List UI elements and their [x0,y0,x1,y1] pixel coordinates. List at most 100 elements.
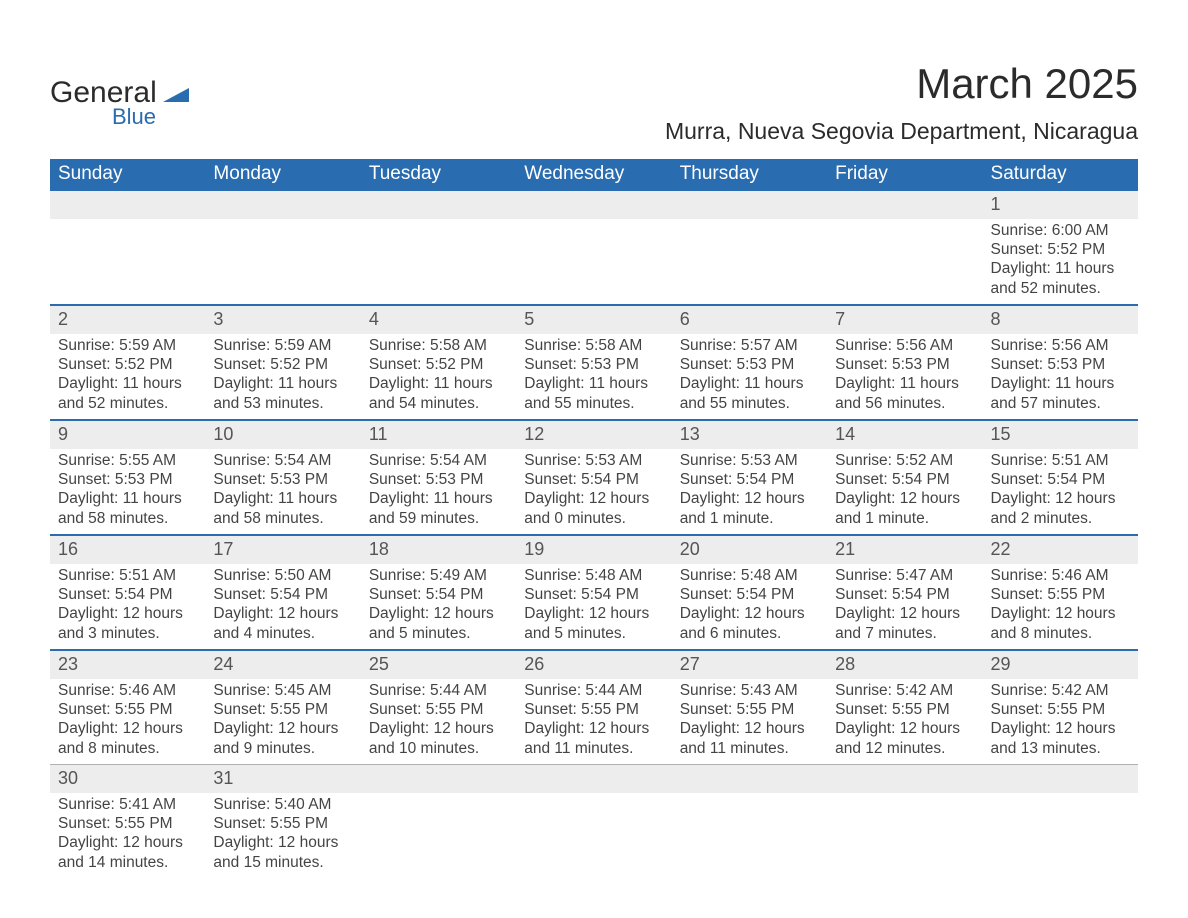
day-number-cell: 6 [672,305,827,334]
day-number-cell: 9 [50,420,205,449]
day-detail-cell: Sunrise: 5:40 AMSunset: 5:55 PMDaylight:… [205,793,360,879]
day1-text: Daylight: 12 hours [58,833,197,852]
day-number-cell: 10 [205,420,360,449]
day1-text: Daylight: 12 hours [58,604,197,623]
day-number-cell: 4 [361,305,516,334]
day-detail-cell: Sunrise: 5:46 AMSunset: 5:55 PMDaylight:… [50,679,205,765]
day2-text: and 57 minutes. [991,394,1130,413]
day2-text: and 55 minutes. [524,394,663,413]
day-detail-cell: Sunrise: 5:55 AMSunset: 5:53 PMDaylight:… [50,449,205,536]
sunset-text: Sunset: 5:55 PM [680,700,819,719]
day2-text: and 52 minutes. [58,394,197,413]
day-detail-row: Sunrise: 6:00 AMSunset: 5:52 PMDaylight:… [50,219,1138,306]
sunset-text: Sunset: 5:54 PM [680,470,819,489]
day1-text: Daylight: 12 hours [524,719,663,738]
day-number-cell: 20 [672,535,827,564]
sunrise-text: Sunrise: 5:43 AM [680,681,819,700]
day-detail-cell [361,219,516,306]
day2-text: and 54 minutes. [369,394,508,413]
day-number-row: 1 [50,191,1138,219]
day2-text: and 58 minutes. [58,509,197,528]
day-number-cell: 15 [983,420,1138,449]
day-detail-cell: Sunrise: 5:52 AMSunset: 5:54 PMDaylight:… [827,449,982,536]
day1-text: Daylight: 12 hours [58,719,197,738]
day-detail-cell [205,219,360,306]
day-detail-cell: Sunrise: 5:47 AMSunset: 5:54 PMDaylight:… [827,564,982,651]
sunset-text: Sunset: 5:54 PM [58,585,197,604]
weekday-header: Monday [205,159,360,191]
sunset-text: Sunset: 5:55 PM [369,700,508,719]
day2-text: and 58 minutes. [213,509,352,528]
sunset-text: Sunset: 5:55 PM [58,814,197,833]
day1-text: Daylight: 11 hours [991,374,1130,393]
day2-text: and 8 minutes. [58,739,197,758]
day-detail-cell: Sunrise: 5:56 AMSunset: 5:53 PMDaylight:… [983,334,1138,421]
day-number-cell [361,191,516,219]
weekday-header: Saturday [983,159,1138,191]
day-number-cell: 2 [50,305,205,334]
day2-text: and 14 minutes. [58,853,197,872]
sunrise-text: Sunrise: 5:48 AM [680,566,819,585]
day1-text: Daylight: 11 hours [213,489,352,508]
day1-text: Daylight: 11 hours [213,374,352,393]
sunset-text: Sunset: 5:55 PM [524,700,663,719]
day-detail-cell: Sunrise: 5:49 AMSunset: 5:54 PMDaylight:… [361,564,516,651]
day-detail-row: Sunrise: 5:59 AMSunset: 5:52 PMDaylight:… [50,334,1138,421]
day1-text: Daylight: 11 hours [680,374,819,393]
day-detail-cell: Sunrise: 5:58 AMSunset: 5:52 PMDaylight:… [361,334,516,421]
sunrise-text: Sunrise: 5:51 AM [991,451,1130,470]
day-number-row: 9101112131415 [50,420,1138,449]
day1-text: Daylight: 12 hours [213,719,352,738]
day-number-cell: 21 [827,535,982,564]
day-number-cell: 31 [205,765,360,793]
day1-text: Daylight: 12 hours [835,489,974,508]
header: General Blue March 2025 Murra, Nueva Seg… [50,60,1138,145]
calendar-table: Sunday Monday Tuesday Wednesday Thursday… [50,159,1138,878]
sunset-text: Sunset: 5:53 PM [369,470,508,489]
day2-text: and 9 minutes. [213,739,352,758]
sunset-text: Sunset: 5:52 PM [369,355,508,374]
day-detail-row: Sunrise: 5:41 AMSunset: 5:55 PMDaylight:… [50,793,1138,879]
day-number-cell [827,191,982,219]
day2-text: and 1 minute. [835,509,974,528]
day-number-cell: 22 [983,535,1138,564]
sunset-text: Sunset: 5:55 PM [58,700,197,719]
sunrise-text: Sunrise: 5:44 AM [524,681,663,700]
sunrise-text: Sunrise: 5:46 AM [991,566,1130,585]
day2-text: and 8 minutes. [991,624,1130,643]
sunset-text: Sunset: 5:54 PM [991,470,1130,489]
day-detail-row: Sunrise: 5:55 AMSunset: 5:53 PMDaylight:… [50,449,1138,536]
day-number-row: 16171819202122 [50,535,1138,564]
day-number-row: 23242526272829 [50,650,1138,679]
sunset-text: Sunset: 5:55 PM [213,700,352,719]
day-detail-cell [516,219,671,306]
day-number-cell: 19 [516,535,671,564]
sunrise-text: Sunrise: 5:42 AM [835,681,974,700]
day-detail-cell [672,793,827,879]
day-number-cell: 11 [361,420,516,449]
day1-text: Daylight: 12 hours [835,604,974,623]
sunrise-text: Sunrise: 5:46 AM [58,681,197,700]
day-number-cell: 28 [827,650,982,679]
day-number-cell: 30 [50,765,205,793]
sunrise-text: Sunrise: 5:48 AM [524,566,663,585]
sunset-text: Sunset: 5:53 PM [524,355,663,374]
logo-blue: Blue [112,106,189,128]
day2-text: and 12 minutes. [835,739,974,758]
sunrise-text: Sunrise: 5:42 AM [991,681,1130,700]
day-detail-row: Sunrise: 5:51 AMSunset: 5:54 PMDaylight:… [50,564,1138,651]
day2-text: and 6 minutes. [680,624,819,643]
day2-text: and 11 minutes. [524,739,663,758]
sunset-text: Sunset: 5:52 PM [58,355,197,374]
weekday-header: Sunday [50,159,205,191]
day-detail-cell [516,793,671,879]
day-number-cell [827,765,982,793]
sunset-text: Sunset: 5:53 PM [991,355,1130,374]
day-detail-cell: Sunrise: 5:51 AMSunset: 5:54 PMDaylight:… [50,564,205,651]
sunset-text: Sunset: 5:54 PM [369,585,508,604]
day1-text: Daylight: 11 hours [369,489,508,508]
sunset-text: Sunset: 5:54 PM [524,470,663,489]
sunrise-text: Sunrise: 5:40 AM [213,795,352,814]
sunset-text: Sunset: 5:52 PM [991,240,1130,259]
day-number-cell: 3 [205,305,360,334]
